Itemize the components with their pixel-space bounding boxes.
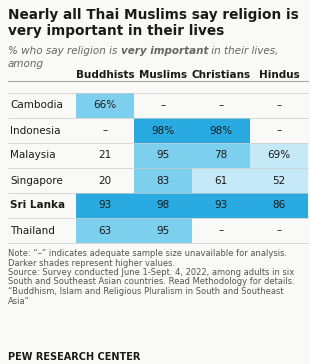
Text: Nearly all Thai Muslims say religion is: Nearly all Thai Muslims say religion is <box>8 8 299 22</box>
Text: Singapore: Singapore <box>10 175 63 186</box>
Text: Source: Survey conducted June 1-Sept. 4, 2022, among adults in six: Source: Survey conducted June 1-Sept. 4,… <box>8 268 294 277</box>
Text: –: – <box>160 100 166 111</box>
Text: 20: 20 <box>99 175 112 186</box>
Text: 95: 95 <box>156 150 170 161</box>
Text: 66%: 66% <box>93 100 117 111</box>
Text: 61: 61 <box>215 175 228 186</box>
Text: –: – <box>277 126 281 135</box>
Bar <box>134 168 192 193</box>
Text: 78: 78 <box>215 150 228 161</box>
Text: 98: 98 <box>156 201 170 210</box>
Text: 21: 21 <box>98 150 112 161</box>
Bar <box>192 143 250 168</box>
Text: –: – <box>102 126 108 135</box>
Text: 63: 63 <box>98 226 112 236</box>
Bar <box>192 193 250 218</box>
Text: % who say religion is: % who say religion is <box>8 46 121 56</box>
Text: –: – <box>218 100 224 111</box>
Text: –: – <box>277 100 281 111</box>
Text: –: – <box>277 226 281 236</box>
Bar <box>250 193 308 218</box>
Text: PEW RESEARCH CENTER: PEW RESEARCH CENTER <box>8 352 140 362</box>
Bar <box>192 118 250 143</box>
Text: very important in their lives: very important in their lives <box>8 24 224 38</box>
Text: in their lives,: in their lives, <box>208 46 278 56</box>
Bar <box>76 193 134 218</box>
Text: Buddhists: Buddhists <box>76 70 134 80</box>
Text: “Buddhism, Islam and Religious Pluralism in South and Southeast: “Buddhism, Islam and Religious Pluralism… <box>8 287 284 296</box>
Text: Sri Lanka: Sri Lanka <box>10 201 65 210</box>
Text: 95: 95 <box>156 226 170 236</box>
Bar <box>134 118 192 143</box>
Text: Muslims: Muslims <box>139 70 187 80</box>
Text: 98%: 98% <box>152 126 175 135</box>
Text: Christians: Christians <box>192 70 250 80</box>
Text: Hindus: Hindus <box>259 70 299 80</box>
Text: very important: very important <box>121 46 208 56</box>
Text: Cambodia: Cambodia <box>10 100 63 111</box>
Bar <box>250 168 308 193</box>
Bar <box>134 193 192 218</box>
Text: South and Southeast Asian countries. Read Methodology for details.: South and Southeast Asian countries. Rea… <box>8 277 295 286</box>
Text: Darker shades represent higher values.: Darker shades represent higher values. <box>8 258 175 268</box>
Bar <box>134 143 192 168</box>
Text: 83: 83 <box>156 175 170 186</box>
Bar <box>76 93 134 118</box>
Bar <box>250 143 308 168</box>
Text: 69%: 69% <box>268 150 290 161</box>
Text: Thailand: Thailand <box>10 226 55 236</box>
Bar <box>192 168 250 193</box>
Text: 93: 93 <box>215 201 228 210</box>
Bar <box>76 218 134 243</box>
Text: –: – <box>218 226 224 236</box>
Text: 86: 86 <box>272 201 286 210</box>
Bar <box>134 218 192 243</box>
Text: Indonesia: Indonesia <box>10 126 60 135</box>
Text: 52: 52 <box>272 175 286 186</box>
Text: Asia”: Asia” <box>8 297 30 305</box>
Text: among: among <box>8 59 44 69</box>
Text: Note: “–” indicates adequate sample size unavailable for analysis.: Note: “–” indicates adequate sample size… <box>8 249 287 258</box>
Text: 98%: 98% <box>210 126 232 135</box>
Text: Malaysia: Malaysia <box>10 150 55 161</box>
Text: 93: 93 <box>98 201 112 210</box>
